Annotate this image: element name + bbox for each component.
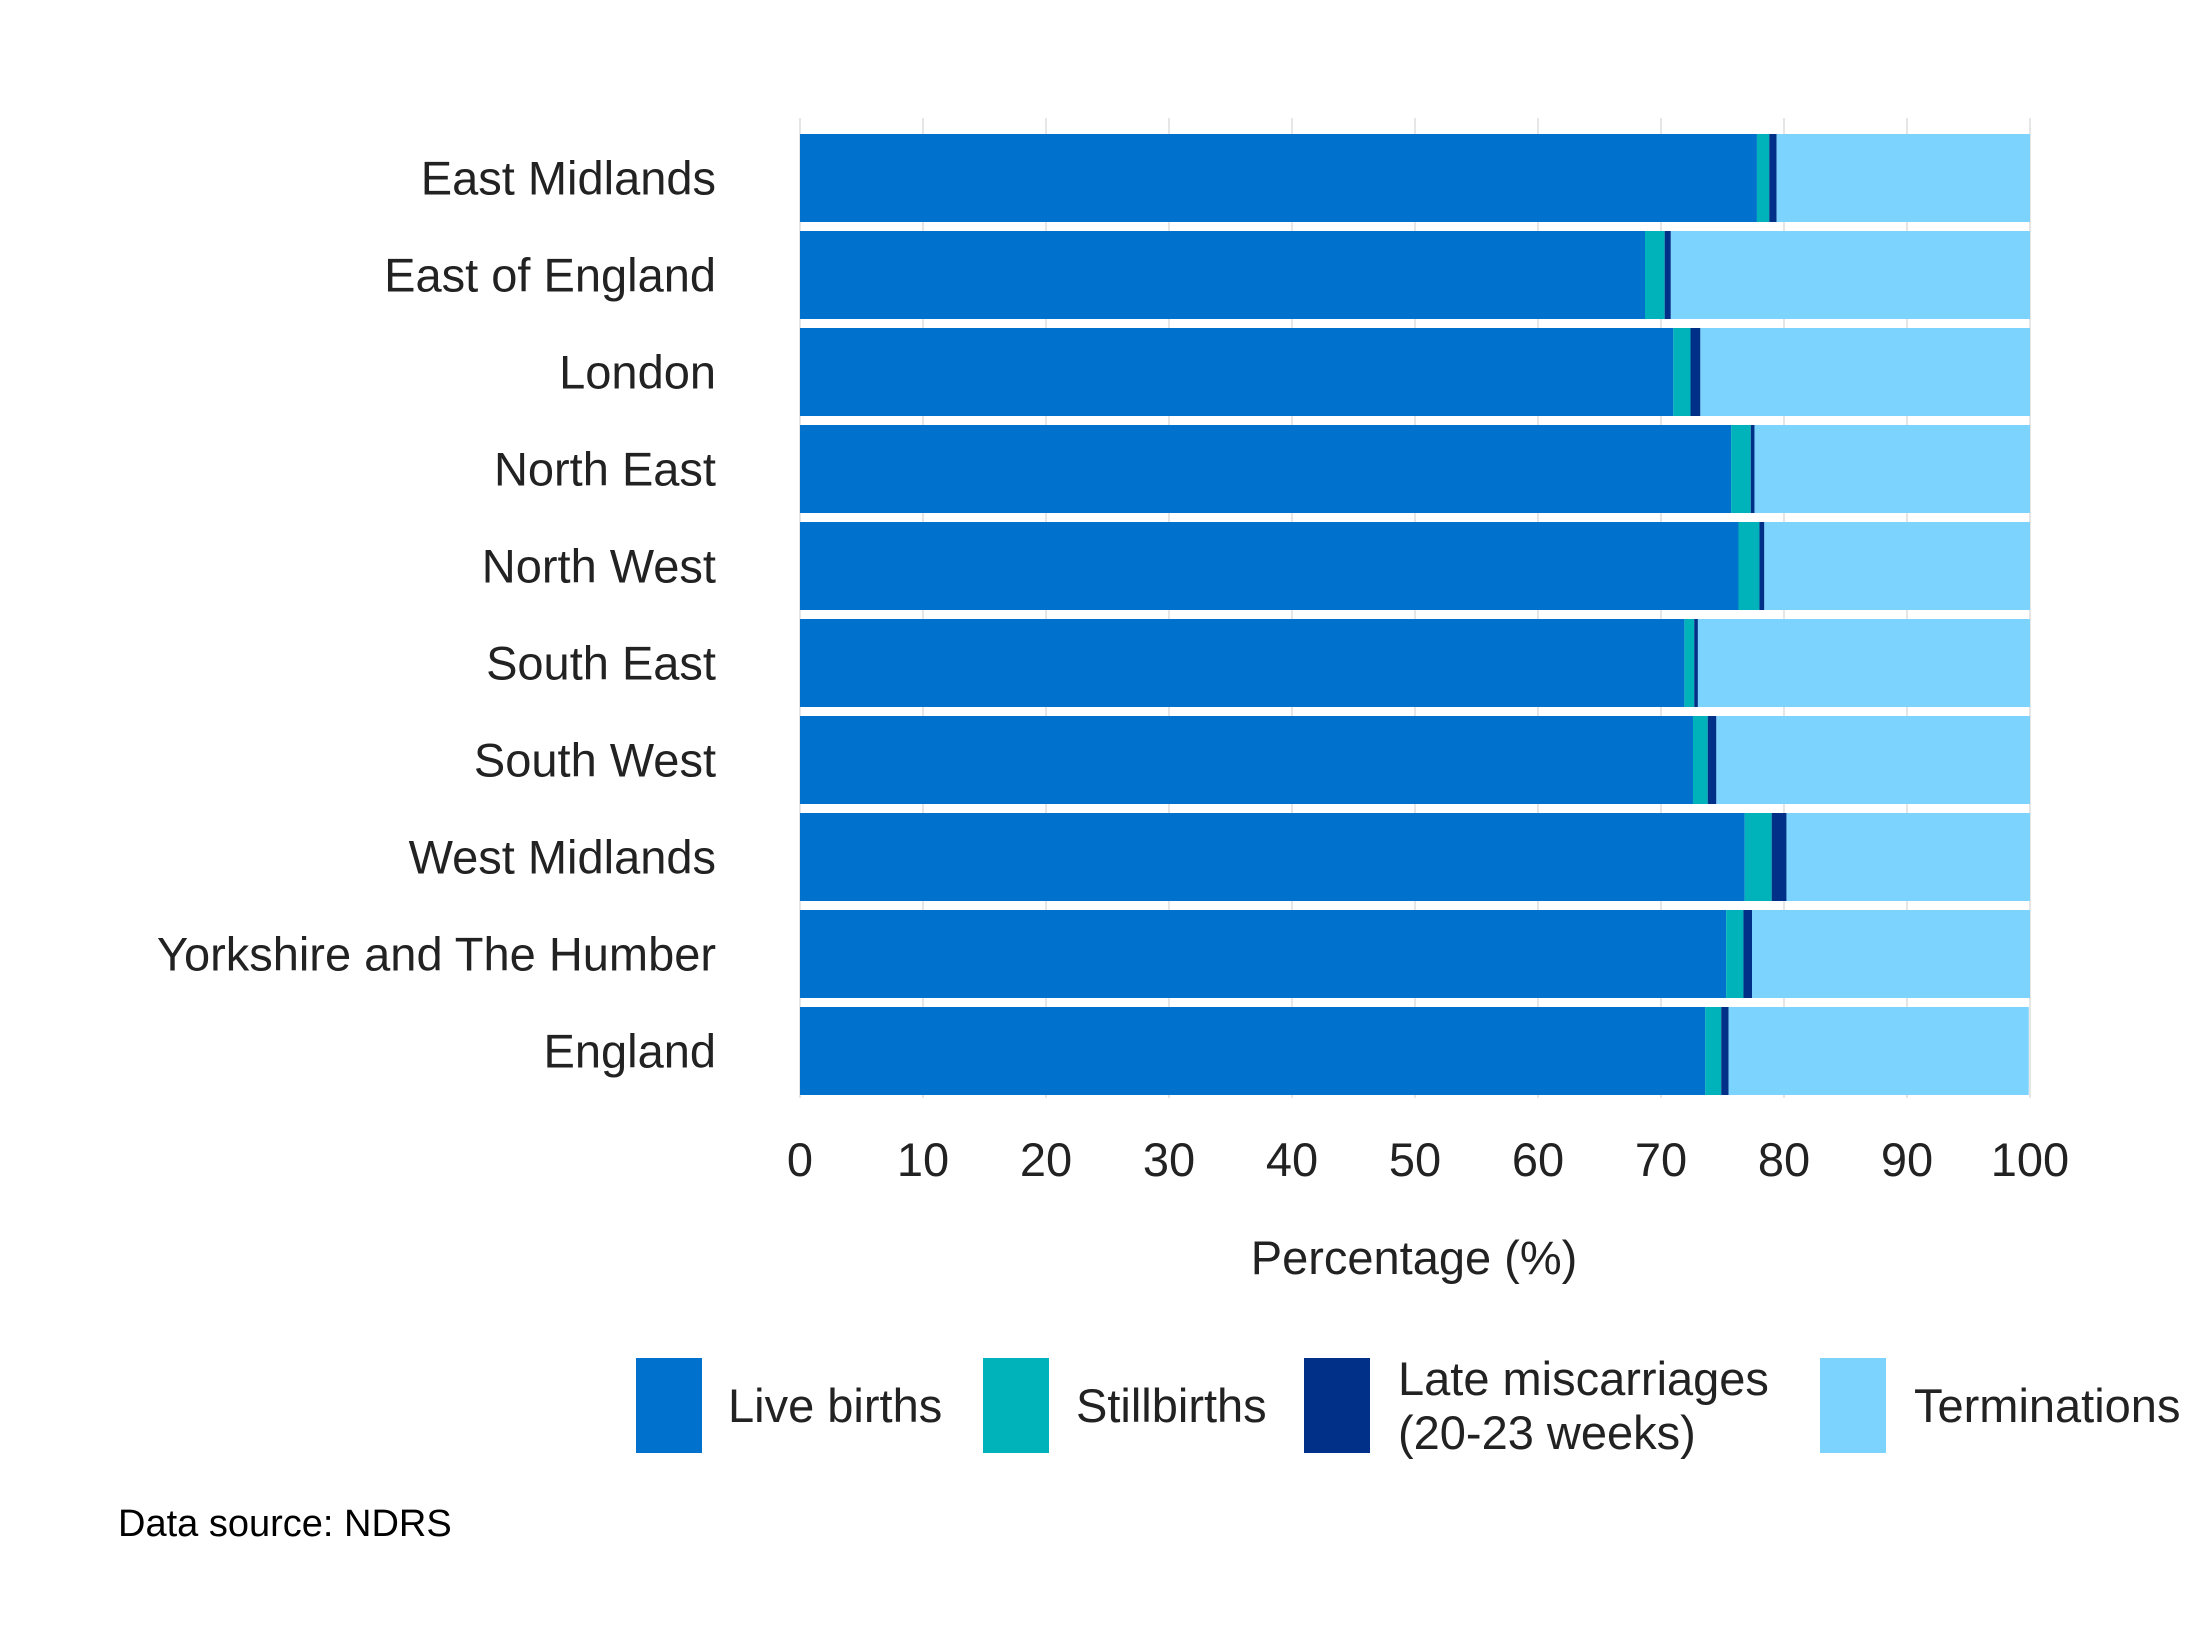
bar-terminations-4 bbox=[1764, 522, 2030, 610]
bar-live-births-6 bbox=[800, 716, 1693, 804]
category-label: West Midlands bbox=[409, 831, 716, 884]
bar-terminations-9 bbox=[1728, 1007, 2029, 1095]
bar-late-miscarriages-20-23-weeks--2 bbox=[1690, 328, 1701, 416]
bar-stillbirths-2 bbox=[1673, 328, 1691, 416]
legend-label-live-births: Live births bbox=[728, 1379, 942, 1432]
legend-label-stillbirths: Stillbirths bbox=[1076, 1379, 1267, 1432]
x-tick-label: 100 bbox=[1991, 1133, 2069, 1186]
bar-late-miscarriages-20-23-weeks--0 bbox=[1769, 134, 1777, 222]
category-label: England bbox=[544, 1025, 717, 1078]
data-source-note: Data source: NDRS bbox=[118, 1503, 452, 1545]
bar-terminations-5 bbox=[1697, 619, 2030, 707]
legend-label-terminations: Terminations bbox=[1914, 1379, 2180, 1432]
x-tick-label: 40 bbox=[1266, 1133, 1318, 1186]
bar-late-miscarriages-20-23-weeks--6 bbox=[1707, 716, 1717, 804]
legend-swatch-terminations bbox=[1820, 1358, 1886, 1453]
bar-late-miscarriages-20-23-weeks--9 bbox=[1721, 1007, 1729, 1095]
bar-live-births-7 bbox=[800, 813, 1745, 901]
bar-live-births-3 bbox=[800, 425, 1732, 513]
bar-stillbirths-4 bbox=[1738, 522, 1760, 610]
legend-swatch-late-miscarriages-20-23-weeks- bbox=[1304, 1358, 1370, 1453]
bar-late-miscarriages-20-23-weeks--7 bbox=[1771, 813, 1787, 901]
bar-live-births-4 bbox=[800, 522, 1739, 610]
bar-terminations-6 bbox=[1716, 716, 2030, 804]
bar-stillbirths-7 bbox=[1744, 813, 1772, 901]
bar-stillbirths-9 bbox=[1705, 1007, 1722, 1095]
category-label: London bbox=[559, 346, 716, 399]
category-label: East of England bbox=[384, 249, 716, 302]
x-tick-label: 30 bbox=[1143, 1133, 1195, 1186]
x-tick-label: 50 bbox=[1389, 1133, 1441, 1186]
x-tick-label: 80 bbox=[1758, 1133, 1810, 1186]
bar-late-miscarriages-20-23-weeks--3 bbox=[1750, 425, 1755, 513]
bar-stillbirths-3 bbox=[1731, 425, 1751, 513]
x-tick-label: 20 bbox=[1020, 1133, 1072, 1186]
bar-stillbirths-6 bbox=[1692, 716, 1708, 804]
bar-stillbirths-1 bbox=[1645, 231, 1665, 319]
category-label: North East bbox=[494, 443, 716, 496]
x-axis-title: Percentage (%) bbox=[1251, 1231, 1578, 1284]
bar-live-births-8 bbox=[800, 910, 1727, 998]
bar-stillbirths-8 bbox=[1726, 910, 1744, 998]
bar-late-miscarriages-20-23-weeks--8 bbox=[1743, 910, 1753, 998]
bar-terminations-1 bbox=[1670, 231, 2030, 319]
bar-stillbirths-5 bbox=[1684, 619, 1695, 707]
x-tick-label: 0 bbox=[787, 1133, 813, 1186]
bar-live-births-1 bbox=[800, 231, 1646, 319]
bars bbox=[800, 134, 2030, 1095]
legend-swatch-live-births bbox=[636, 1358, 702, 1453]
bar-live-births-9 bbox=[800, 1007, 1706, 1095]
bar-late-miscarriages-20-23-weeks--5 bbox=[1694, 619, 1698, 707]
legend-swatch-stillbirths bbox=[983, 1358, 1049, 1453]
bar-terminations-8 bbox=[1752, 910, 2030, 998]
legend-label-late-miscarriages-20-23-weeks-: Late miscarriages (20-23 weeks) bbox=[1398, 1352, 1769, 1459]
category-label: North West bbox=[482, 540, 716, 593]
bar-terminations-3 bbox=[1754, 425, 2030, 513]
category-labels: East Midlands East of England London North … bbox=[157, 152, 716, 1078]
bar-terminations-2 bbox=[1700, 328, 2030, 416]
bar-stillbirths-0 bbox=[1756, 134, 1770, 222]
x-tick-label: 60 bbox=[1512, 1133, 1564, 1186]
bar-terminations-7 bbox=[1786, 813, 2030, 901]
category-label: South West bbox=[474, 734, 716, 787]
category-label: Yorkshire and The Humber bbox=[157, 928, 716, 981]
bar-late-miscarriages-20-23-weeks--1 bbox=[1664, 231, 1671, 319]
x-tick-label: 70 bbox=[1635, 1133, 1687, 1186]
bar-late-miscarriages-20-23-weeks--4 bbox=[1759, 522, 1765, 610]
x-tick-label: 10 bbox=[897, 1133, 949, 1186]
x-tick-label: 90 bbox=[1881, 1133, 1933, 1186]
bar-live-births-5 bbox=[800, 619, 1685, 707]
bar-terminations-0 bbox=[1776, 134, 2030, 222]
bar-live-births-2 bbox=[800, 328, 1674, 416]
category-label: South East bbox=[486, 637, 716, 690]
bar-live-births-0 bbox=[800, 134, 1757, 222]
category-label: East Midlands bbox=[421, 152, 716, 205]
x-tick-labels: 0 10 20 30 40 50 60 70 80 90 100 bbox=[787, 1133, 2069, 1186]
legend: Live births Stillbirths Late miscarriages(… bbox=[636, 1352, 2180, 1459]
